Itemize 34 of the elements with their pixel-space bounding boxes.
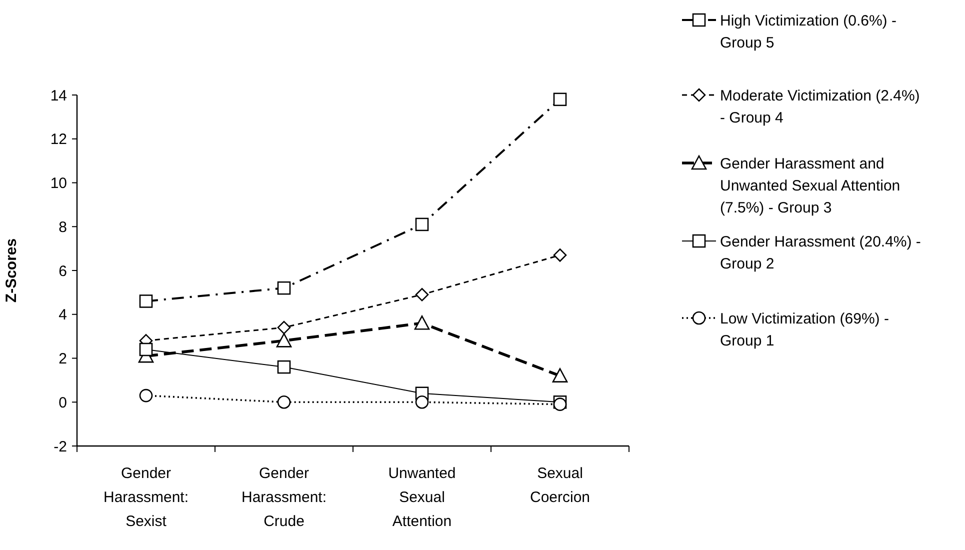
legend-label: Gender Harassment and Unwanted Sexual Attention (7.5%) - Group 3 [720,155,900,216]
point [552,368,568,382]
point [139,294,153,308]
y-tick-label: -2 [54,438,67,456]
legend-label: Low Victimization (69%) - Group 1 [720,310,889,350]
x-tick-label: Sexual Coercion [530,465,590,506]
point [277,281,291,295]
y-tick-label: 14 [50,87,67,104]
point [553,92,567,106]
y-tick-label: 4 [58,306,67,324]
point [277,395,291,409]
y-tick-label: 12 [50,131,67,148]
y-tick-label: 10 [50,175,67,192]
y-tick-label: 6 [58,262,67,280]
point [415,395,429,409]
point [414,316,430,330]
y-tick-label: 0 [58,394,67,412]
point [415,288,429,302]
y-tick-label: 2 [58,350,67,368]
legend-label: High Victimization (0.6%) - Group 5 [720,12,896,52]
point [553,398,567,411]
point [277,360,291,374]
point [139,388,153,402]
legend-label: Gender Harassment (20.4%) - Group 2 [720,233,921,272]
legend-label: Moderate Victimization (2.4%) - Group 4 [720,87,920,126]
point [415,218,429,232]
point [139,342,153,356]
point [277,320,291,334]
y-tick-label: 8 [58,218,67,236]
x-tick-label: Gender Harassment: Crude [241,465,327,530]
point [276,333,292,348]
x-tick-label: Gender Harassment: Sexist [103,465,189,530]
y-axis-title: Z-Scores [3,238,20,303]
x-tick-label: Unwanted Sexual Attention [388,465,456,530]
